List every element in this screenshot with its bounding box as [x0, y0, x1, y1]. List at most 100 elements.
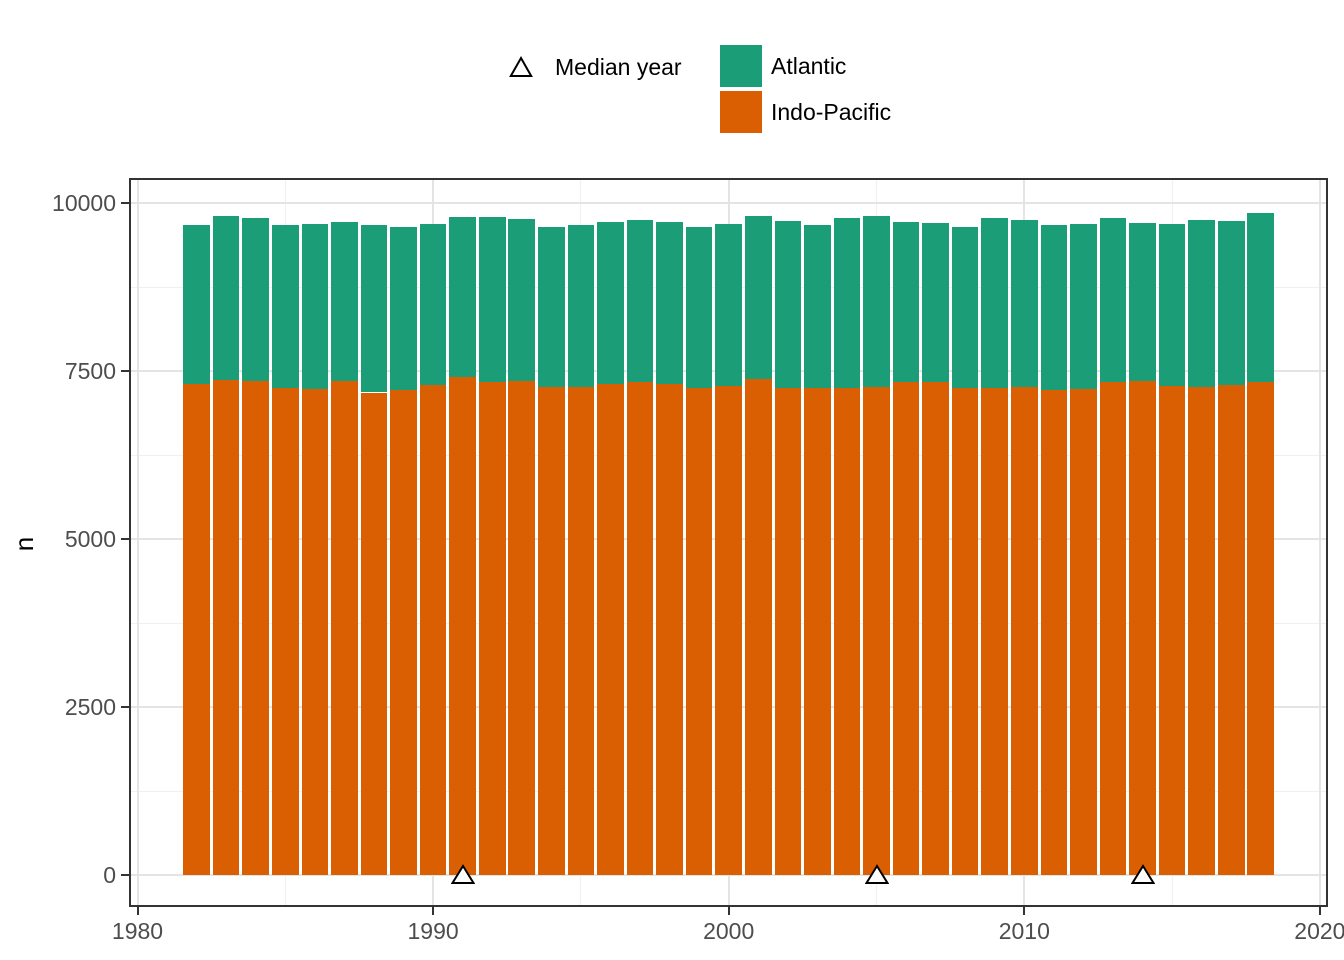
- bar-segment-indo-pacific: [331, 381, 358, 875]
- bar-segment-atlantic: [863, 216, 890, 388]
- bar-segment-indo-pacific: [478, 382, 506, 875]
- bar-segment-indo-pacific: [360, 392, 388, 875]
- x-tick-label: 2010: [998, 918, 1050, 944]
- bar-segment-atlantic: [1010, 220, 1038, 388]
- bar-segment-indo-pacific: [1129, 381, 1156, 875]
- bar-segment-indo-pacific: [212, 379, 240, 875]
- bar-segment-indo-pacific: [301, 389, 329, 875]
- bar-segment-atlantic: [271, 224, 299, 389]
- y-tick: [121, 874, 129, 876]
- bar-segment-atlantic: [538, 226, 565, 388]
- bar-segment-atlantic: [626, 219, 654, 383]
- bar-segment-atlantic: [1099, 218, 1127, 383]
- bar-segment-atlantic: [951, 226, 979, 389]
- y-tick: [121, 538, 129, 540]
- bar-segment-atlantic: [715, 223, 742, 386]
- bar-segment-atlantic: [1217, 221, 1245, 386]
- gridline-x-major: [136, 178, 139, 907]
- bar-segment-indo-pacific: [538, 387, 565, 875]
- median-year-marker: [450, 864, 475, 884]
- bar-segment-atlantic: [1247, 213, 1275, 382]
- x-tick: [727, 907, 730, 915]
- legend-swatch-indo-pacific: [720, 91, 762, 133]
- bar-segment-indo-pacific: [863, 387, 890, 875]
- bar-segment-indo-pacific: [626, 382, 654, 875]
- bar-segment-atlantic: [390, 227, 417, 391]
- legend-swatch-atlantic: [720, 45, 762, 87]
- bar-segment-indo-pacific: [242, 381, 270, 875]
- y-tick: [121, 370, 129, 372]
- bar-segment-atlantic: [508, 219, 536, 382]
- bar-segment-indo-pacific: [1217, 385, 1245, 875]
- bar-segment-atlantic: [331, 221, 358, 382]
- bar-segment-atlantic: [301, 223, 329, 390]
- bar-segment-atlantic: [1188, 220, 1215, 388]
- bar-segment-atlantic: [478, 217, 506, 383]
- bar-segment-atlantic: [922, 223, 949, 383]
- bar-segment-atlantic: [360, 225, 388, 393]
- y-tick-label: 0: [103, 862, 116, 888]
- median-triangle-icon: [509, 55, 533, 77]
- bar-segment-atlantic: [1158, 223, 1186, 386]
- y-tick: [121, 202, 129, 204]
- legend-label-median: Median year: [555, 54, 682, 80]
- y-tick-label: 7500: [64, 358, 116, 384]
- bar-segment-indo-pacific: [419, 385, 447, 875]
- bar-segment-atlantic: [656, 221, 683, 384]
- bar-segment-indo-pacific: [744, 379, 772, 875]
- chart-panel: [129, 178, 1328, 907]
- x-tick: [1023, 907, 1026, 915]
- bar-segment-indo-pacific: [1099, 382, 1127, 875]
- bar-segment-indo-pacific: [1070, 389, 1097, 875]
- bar-segment-indo-pacific: [1010, 387, 1038, 875]
- bar-segment-atlantic: [212, 216, 240, 380]
- y-tick-label: 10000: [52, 190, 116, 216]
- x-tick-label: 2000: [703, 918, 755, 944]
- bar-segment-atlantic: [419, 223, 447, 386]
- bar-segment-indo-pacific: [1158, 385, 1186, 875]
- bar-segment-indo-pacific: [597, 383, 624, 875]
- bar-segment-atlantic: [1070, 223, 1097, 390]
- gridline-x-major: [1318, 178, 1321, 907]
- median-year-marker: [864, 864, 889, 884]
- bar-segment-indo-pacific: [981, 387, 1009, 875]
- bar-segment-atlantic: [567, 224, 595, 388]
- x-tick-label: 1980: [111, 918, 164, 944]
- y-tick-label: 5000: [64, 526, 116, 552]
- bar-segment-atlantic: [685, 226, 713, 388]
- bar-segment-atlantic: [1040, 224, 1068, 390]
- bar-segment-indo-pacific: [183, 383, 210, 875]
- bar-segment-indo-pacific: [449, 377, 476, 875]
- x-tick-label: 2020: [1294, 918, 1344, 944]
- x-tick: [432, 907, 435, 915]
- bar-segment-atlantic: [183, 224, 210, 384]
- bar-segment-indo-pacific: [951, 388, 979, 875]
- bar-segment-indo-pacific: [567, 387, 595, 875]
- bar-segment-indo-pacific: [774, 388, 802, 875]
- bar-segment-indo-pacific: [390, 390, 417, 875]
- x-tick: [1318, 907, 1321, 915]
- bar-segment-indo-pacific: [1247, 381, 1275, 875]
- bar-segment-indo-pacific: [922, 382, 949, 875]
- bar-segment-atlantic: [242, 218, 270, 382]
- median-year-marker: [1130, 864, 1155, 884]
- bar-segment-atlantic: [892, 222, 920, 382]
- bar-segment-atlantic: [774, 221, 802, 389]
- bar-segment-indo-pacific: [804, 388, 831, 875]
- legend-label-indo-pacific: Indo-Pacific: [771, 99, 892, 125]
- bar-segment-indo-pacific: [715, 385, 742, 875]
- x-tick-label: 1990: [407, 918, 459, 944]
- bar-segment-indo-pacific: [656, 383, 683, 875]
- bar-segment-atlantic: [1129, 223, 1156, 382]
- bar-segment-atlantic: [449, 217, 476, 378]
- bar-segment-indo-pacific: [892, 381, 920, 875]
- legend-label-atlantic: Atlantic: [771, 53, 847, 79]
- bar-segment-indo-pacific: [833, 388, 861, 875]
- bar-segment-indo-pacific: [508, 381, 536, 875]
- y-tick: [121, 706, 129, 708]
- bar-segment-atlantic: [804, 224, 831, 389]
- bar-segment-indo-pacific: [271, 388, 299, 875]
- y-tick-label: 2500: [64, 694, 116, 720]
- bar-segment-atlantic: [833, 217, 861, 389]
